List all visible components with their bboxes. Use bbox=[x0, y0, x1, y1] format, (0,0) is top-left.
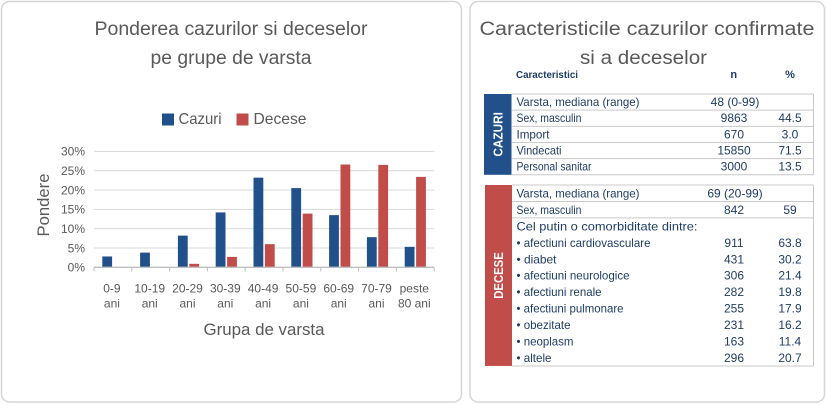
svg-text:306: 306 bbox=[724, 269, 744, 283]
svg-text:255: 255 bbox=[724, 302, 744, 316]
svg-text:Ponderea cazurilor si deceselo: Ponderea cazurilor si deceselor bbox=[95, 19, 369, 40]
svg-text:ani: ani bbox=[331, 297, 347, 311]
svg-text:30%: 30% bbox=[61, 145, 85, 159]
svg-text:Cel putin o comorbiditate dint: Cel putin o comorbiditate dintre: bbox=[517, 219, 698, 233]
svg-text:59: 59 bbox=[783, 203, 797, 217]
svg-text:69 (20-99): 69 (20-99) bbox=[707, 186, 762, 200]
svg-text:Grupa de varsta: Grupa de varsta bbox=[204, 320, 326, 339]
svg-text:670: 670 bbox=[724, 127, 744, 141]
svg-text:11.4: 11.4 bbox=[779, 335, 802, 349]
svg-text:50-59: 50-59 bbox=[286, 282, 317, 296]
svg-text:163: 163 bbox=[724, 335, 744, 349]
svg-text:25%: 25% bbox=[61, 164, 85, 178]
svg-text:n: n bbox=[730, 69, 737, 81]
svg-text:30.2: 30.2 bbox=[778, 252, 802, 266]
svg-text:• afectiuni cardiovasculare: • afectiuni cardiovasculare bbox=[517, 236, 651, 250]
svg-text:%: % bbox=[785, 69, 795, 81]
svg-text:Personal sanitar: Personal sanitar bbox=[517, 160, 592, 174]
svg-text:• neoplasm: • neoplasm bbox=[517, 335, 574, 349]
svg-text:15%: 15% bbox=[61, 203, 85, 217]
svg-text:Sex, masculin: Sex, masculin bbox=[517, 203, 582, 217]
svg-text:48 (0-99): 48 (0-99) bbox=[711, 95, 760, 109]
svg-text:5%: 5% bbox=[68, 241, 86, 255]
svg-text:ani: ani bbox=[217, 297, 233, 311]
svg-text:• diabet: • diabet bbox=[517, 252, 558, 266]
svg-text:282: 282 bbox=[724, 285, 744, 299]
svg-text:Pondere: Pondere bbox=[34, 174, 53, 237]
svg-text:peste: peste bbox=[400, 282, 430, 296]
svg-text:0-9: 0-9 bbox=[103, 282, 121, 296]
svg-text:DECESE: DECESE bbox=[491, 252, 506, 299]
svg-text:231: 231 bbox=[724, 318, 744, 332]
svg-text:20-29: 20-29 bbox=[172, 282, 203, 296]
svg-text:71.5: 71.5 bbox=[778, 143, 802, 157]
svg-text:21.4: 21.4 bbox=[778, 269, 802, 283]
svg-text:19.8: 19.8 bbox=[778, 285, 802, 299]
svg-text:• afectiuni neurologice: • afectiuni neurologice bbox=[517, 269, 630, 283]
svg-text:Import: Import bbox=[517, 127, 551, 141]
svg-text:17.9: 17.9 bbox=[778, 302, 802, 316]
svg-text:Caracteristicile cazurilor con: Caracteristicile cazurilor confirmate bbox=[480, 19, 815, 40]
svg-text:10-19: 10-19 bbox=[134, 282, 165, 296]
svg-text:ani: ani bbox=[255, 297, 271, 311]
svg-text:9863: 9863 bbox=[721, 111, 748, 125]
svg-text:Caracteristici: Caracteristici bbox=[516, 69, 578, 81]
svg-text:ani: ani bbox=[104, 297, 120, 311]
svg-text:16.2: 16.2 bbox=[778, 318, 802, 332]
svg-text:Decese: Decese bbox=[254, 111, 307, 128]
svg-text:• altele: • altele bbox=[517, 351, 552, 365]
svg-text:842: 842 bbox=[724, 203, 744, 217]
svg-text:63.8: 63.8 bbox=[778, 236, 802, 250]
svg-text:Varsta, mediana (range): Varsta, mediana (range) bbox=[517, 95, 640, 109]
svg-text:ani: ani bbox=[368, 297, 384, 311]
svg-text:pe grupe de varsta: pe grupe de varsta bbox=[151, 48, 312, 69]
svg-text:• obezitate: • obezitate bbox=[517, 318, 571, 332]
svg-text:80 ani: 80 ani bbox=[398, 297, 431, 311]
svg-text:15850: 15850 bbox=[717, 143, 751, 157]
svg-text:10%: 10% bbox=[61, 222, 85, 236]
svg-text:ani: ani bbox=[179, 297, 195, 311]
svg-text:• afectiuni renale: • afectiuni renale bbox=[517, 285, 602, 299]
svg-text:60-69: 60-69 bbox=[323, 282, 354, 296]
svg-text:3.0: 3.0 bbox=[782, 127, 799, 141]
svg-text:Vindecati: Vindecati bbox=[517, 143, 562, 157]
svg-text:30-39: 30-39 bbox=[210, 282, 241, 296]
svg-text:si a deceselor: si a deceselor bbox=[580, 48, 708, 69]
svg-text:ani: ani bbox=[142, 297, 158, 311]
svg-text:911: 911 bbox=[724, 236, 743, 250]
svg-text:ani: ani bbox=[293, 297, 309, 311]
svg-text:Cazuri: Cazuri bbox=[179, 111, 222, 128]
svg-text:44.5: 44.5 bbox=[778, 111, 802, 125]
svg-text:0%: 0% bbox=[68, 261, 86, 275]
svg-text:431: 431 bbox=[724, 252, 744, 266]
svg-text:Sex, masculin: Sex, masculin bbox=[517, 111, 582, 125]
svg-text:Varsta, mediana (range): Varsta, mediana (range) bbox=[517, 186, 640, 200]
svg-text:3000: 3000 bbox=[721, 160, 748, 174]
svg-text:13.5: 13.5 bbox=[778, 160, 802, 174]
svg-text:20%: 20% bbox=[61, 183, 85, 197]
svg-text:296: 296 bbox=[724, 351, 744, 365]
svg-text:CAZURI: CAZURI bbox=[491, 112, 506, 157]
svg-text:70-79: 70-79 bbox=[361, 282, 392, 296]
svg-text:• afectiuni pulmonare: • afectiuni pulmonare bbox=[517, 302, 624, 316]
svg-text:40-49: 40-49 bbox=[248, 282, 279, 296]
svg-text:20.7: 20.7 bbox=[778, 351, 802, 365]
